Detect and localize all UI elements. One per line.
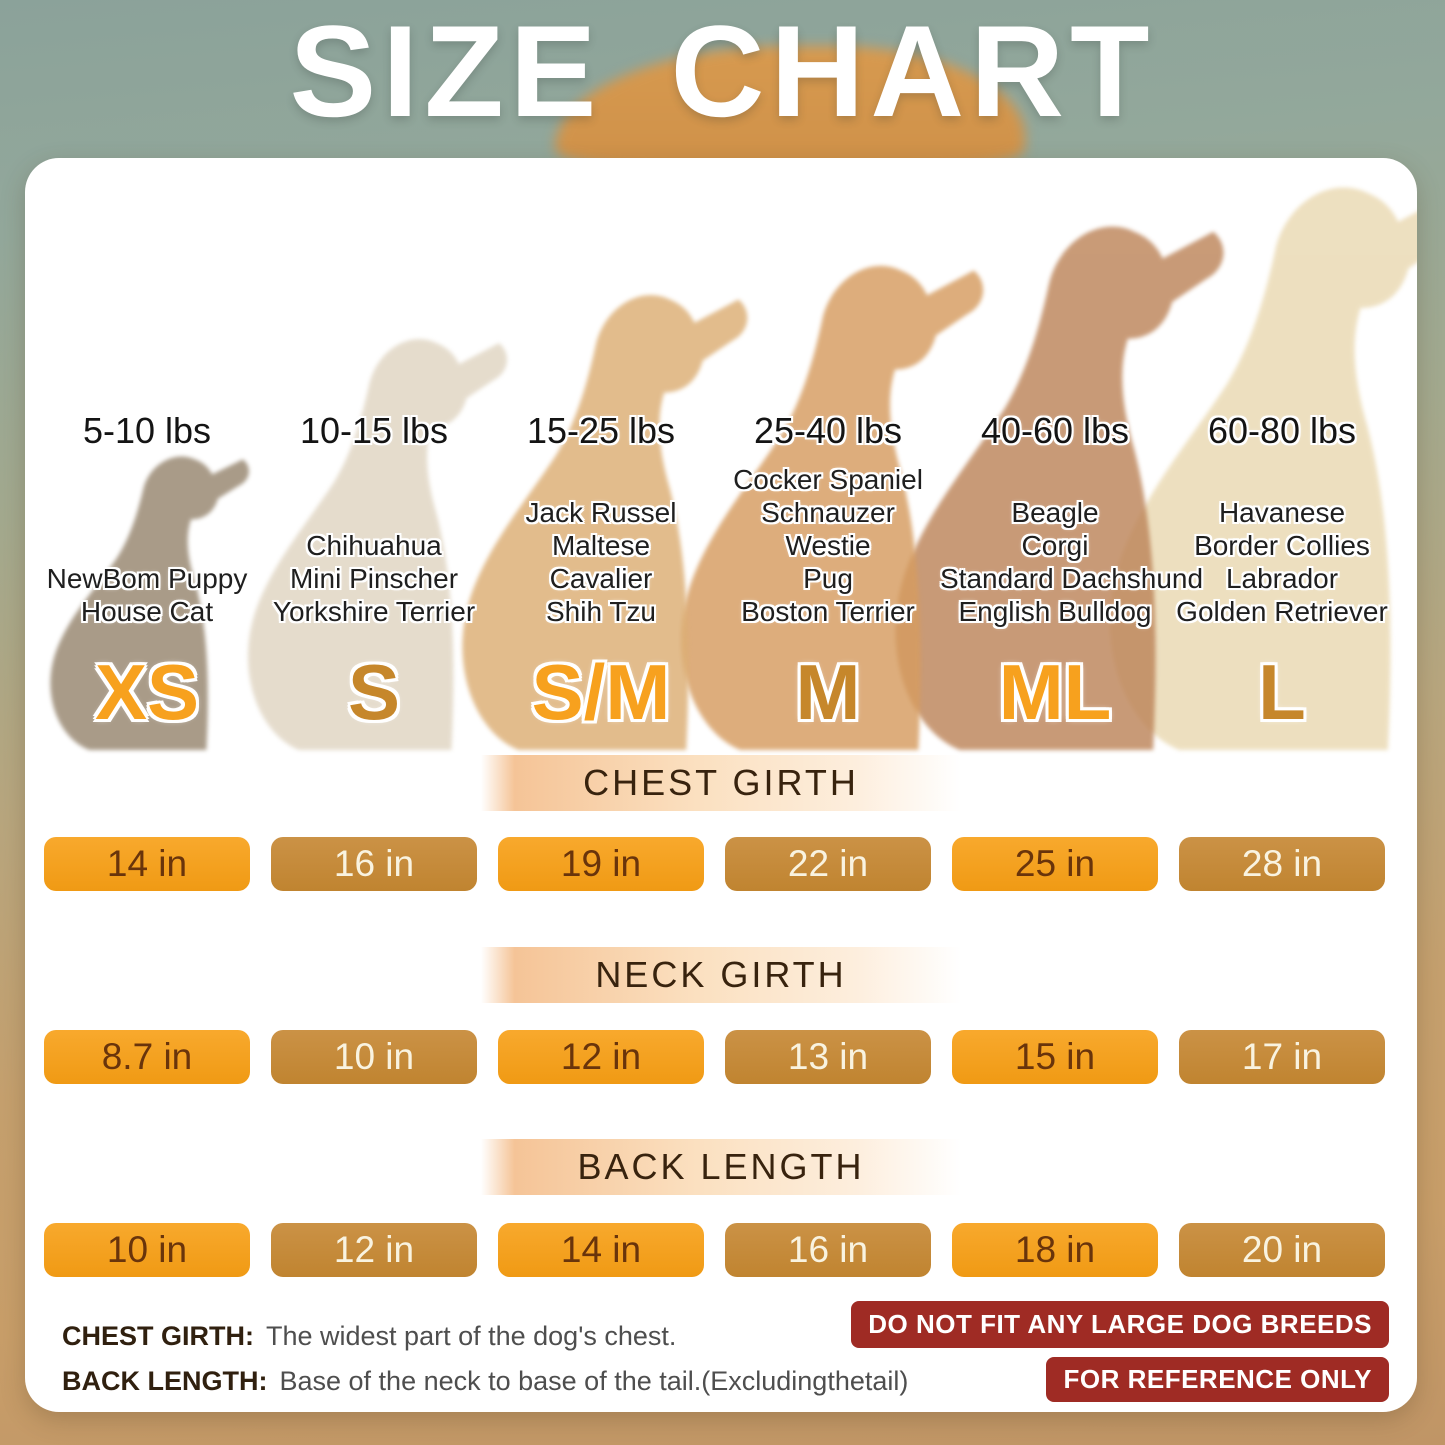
back-length-note-text: Base of the neck to base of the tail.(Ex… — [279, 1366, 909, 1396]
neck-value-l: 17 in — [1179, 1030, 1385, 1084]
breed-list-xs: NewBom Puppy House Cat — [32, 562, 262, 628]
breed: NewBom Puppy — [46, 563, 248, 594]
chest-value-m: 22 in — [725, 837, 931, 891]
breed: House Cat — [80, 596, 214, 627]
breed: Yorkshire Terrier — [272, 596, 476, 627]
neck-value-m: 13 in — [725, 1030, 931, 1084]
breed-list-sm: Jack Russel Maltese Cavalier Shih Tzu — [486, 496, 716, 628]
size-label-sm: S/M — [531, 648, 671, 736]
breed: Golden Retriever — [1176, 596, 1388, 627]
breed: Beagle — [1011, 497, 1099, 528]
breed: Pug — [803, 563, 853, 594]
chest-value-xs: 14 in — [44, 837, 250, 891]
back-length-note-label: BACK LENGTH: — [62, 1366, 268, 1396]
back-value-sm: 14 in — [498, 1223, 704, 1277]
breed: Mini Pinscher — [289, 563, 459, 594]
back-value-l: 20 in — [1179, 1223, 1385, 1277]
page-title: SIZE CHART — [289, 0, 1156, 144]
breed: Border Collies — [1194, 530, 1370, 561]
breed: Boston Terrier — [741, 596, 915, 627]
chest-value-s: 16 in — [271, 837, 477, 891]
breed-list-l: Havanese Border Collies Labrador Golden … — [1167, 496, 1397, 628]
chest-girth-note: CHEST GIRTH: The widest part of the dog's… — [62, 1321, 676, 1352]
breed: Schnauzer — [761, 497, 895, 528]
back-value-xs: 10 in — [44, 1223, 250, 1277]
size-label-s: S — [347, 648, 401, 736]
back-value-ml: 18 in — [952, 1223, 1158, 1277]
chest-value-sm: 19 in — [498, 837, 704, 891]
size-label-xs: XS — [94, 648, 200, 736]
breed: Cocker Spaniel — [733, 464, 923, 495]
breed: Labrador — [1225, 563, 1339, 594]
chest-value-ml: 25 in — [952, 837, 1158, 891]
chest-girth-note-label: CHEST GIRTH: — [62, 1321, 254, 1351]
breed: Corgi — [1021, 530, 1089, 561]
neck-value-s: 10 in — [271, 1030, 477, 1084]
breed: Shih Tzu — [546, 596, 656, 627]
size-label-ml: ML — [998, 648, 1112, 736]
breed-list-m: Cocker Spaniel Schnauzer Westie Pug Bost… — [713, 463, 943, 628]
back-length-header: BACK LENGTH — [481, 1139, 961, 1195]
weight-range-m: 25-40 lbs — [753, 410, 903, 451]
neck-value-xs: 8.7 in — [44, 1030, 250, 1084]
neck-girth-header: NECK GIRTH — [481, 947, 961, 1003]
weight-range-ml: 40-60 lbs — [980, 410, 1130, 451]
back-value-s: 12 in — [271, 1223, 477, 1277]
breed-list-s: Chihuahua Mini Pinscher Yorkshire Terrie… — [259, 529, 489, 628]
chest-girth-header: CHEST GIRTH — [481, 755, 961, 811]
back-value-m: 16 in — [725, 1223, 931, 1277]
warning-badge-large-breeds: DO NOT FIT ANY LARGE DOG BREEDS — [851, 1301, 1389, 1348]
breed: English Bulldog — [958, 596, 1152, 627]
breed: Jack Russel — [525, 497, 677, 528]
size-chart-card: 5-10 lbs 10-15 lbs 15-25 lbs 25-40 lbs 4… — [25, 158, 1417, 1412]
breed: Chihuahua — [306, 530, 442, 561]
breed: Cavalier — [549, 563, 653, 594]
weight-range-xs: 5-10 lbs — [82, 410, 212, 451]
breed: Standard Dachshund — [940, 563, 1204, 594]
chest-value-l: 28 in — [1179, 837, 1385, 891]
breed: Maltese — [551, 530, 651, 561]
neck-value-sm: 12 in — [498, 1030, 704, 1084]
neck-value-ml: 15 in — [952, 1030, 1158, 1084]
weight-range-l: 60-80 lbs — [1207, 410, 1357, 451]
back-length-note: BACK LENGTH: Base of the neck to base of … — [62, 1366, 908, 1397]
breed: Westie — [785, 530, 871, 561]
size-label-l: L — [1258, 648, 1306, 736]
weight-range-sm: 15-25 lbs — [526, 410, 676, 451]
warning-badge-reference-only: FOR REFERENCE ONLY — [1046, 1357, 1389, 1402]
breed: Havanese — [1218, 497, 1346, 528]
breed-list-ml: Beagle Corgi Standard Dachshund English … — [940, 496, 1204, 628]
chest-girth-note-text: The widest part of the dog's chest. — [266, 1321, 677, 1351]
weight-range-s: 10-15 lbs — [299, 410, 449, 451]
size-label-m: M — [795, 648, 861, 736]
